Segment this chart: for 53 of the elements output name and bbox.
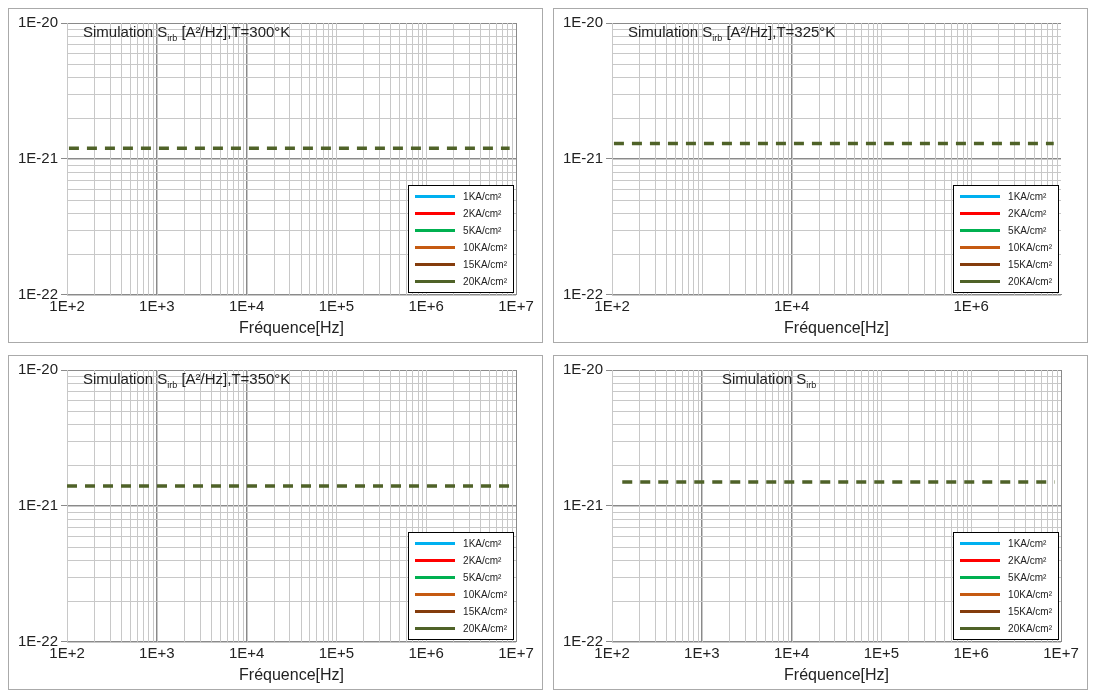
x-tick-label: 1E+4	[228, 296, 265, 314]
x-tick-label: 1E+5	[863, 643, 900, 661]
y-tick-label: 1E-21	[18, 496, 59, 514]
x-tick-label: 1E+5	[318, 296, 355, 314]
x-tick-label: 1E+4	[773, 643, 810, 661]
legend-label: 5KA/cm²	[1008, 224, 1047, 236]
x-tick-label: 1E+3	[139, 296, 175, 314]
legend-label: 20KA/cm²	[1008, 622, 1052, 634]
x-tick-label: 1E+4	[228, 643, 265, 661]
legend-label: 20KA/cm²	[463, 622, 507, 634]
legend-label: 10KA/cm²	[1008, 588, 1052, 600]
legend-label: 5KA/cm²	[463, 571, 502, 583]
x-tick-label: 1E+5	[318, 643, 355, 661]
legend-label: 20KA/cm²	[1008, 275, 1052, 287]
x-tick-label: 1E+3	[139, 643, 175, 661]
x-tick-label: 1E+6	[408, 643, 444, 661]
x-axis-title: Fréquence[Hz]	[784, 318, 889, 336]
legend-label: 15KA/cm²	[1008, 605, 1052, 617]
x-axis-title: Fréquence[Hz]	[239, 318, 344, 336]
x-tick-label: 1E+7	[498, 296, 534, 314]
legend-label: 20KA/cm²	[463, 275, 507, 287]
legend-label: 1KA/cm²	[1008, 190, 1047, 202]
legend-label: 10KA/cm²	[463, 241, 507, 253]
legend-label: 10KA/cm²	[463, 588, 507, 600]
y-tick-label: 1E-21	[563, 496, 604, 514]
legend-label: 10KA/cm²	[1008, 241, 1052, 253]
legend-label: 2KA/cm²	[463, 554, 502, 566]
legend-label: 5KA/cm²	[1008, 571, 1047, 583]
x-tick-label: 1E+6	[408, 296, 444, 314]
y-tick-label: 1E-20	[18, 360, 59, 378]
y-tick-label: 1E-20	[563, 13, 604, 31]
legend-label: 1KA/cm²	[463, 537, 502, 549]
x-axis-title: Fréquence[Hz]	[239, 665, 344, 683]
x-tick-label: 1E+6	[953, 643, 989, 661]
legend-label: 1KA/cm²	[463, 190, 502, 202]
legend-label: 2KA/cm²	[1008, 554, 1047, 566]
legend-label: 15KA/cm²	[463, 258, 507, 270]
legend-label: 15KA/cm²	[1008, 258, 1052, 270]
legend-label: 2KA/cm²	[463, 207, 502, 219]
x-tick-label: 1E+4	[773, 296, 810, 314]
x-axis-title: Fréquence[Hz]	[784, 665, 889, 683]
legend-label: 1KA/cm²	[1008, 537, 1047, 549]
y-tick-label: 1E-21	[563, 149, 604, 167]
y-tick-label: 1E-21	[18, 149, 59, 167]
legend-label: 15KA/cm²	[463, 605, 507, 617]
x-tick-label: 1E+7	[498, 643, 534, 661]
legend-label: 5KA/cm²	[463, 224, 502, 236]
x-tick-label: 1E+6	[953, 296, 989, 314]
y-tick-label: 1E-20	[563, 360, 604, 378]
legend-label: 2KA/cm²	[1008, 207, 1047, 219]
x-tick-label: 1E+3	[684, 643, 720, 661]
y-tick-label: 1E-20	[18, 13, 59, 31]
x-tick-label: 1E+7	[1043, 643, 1079, 661]
